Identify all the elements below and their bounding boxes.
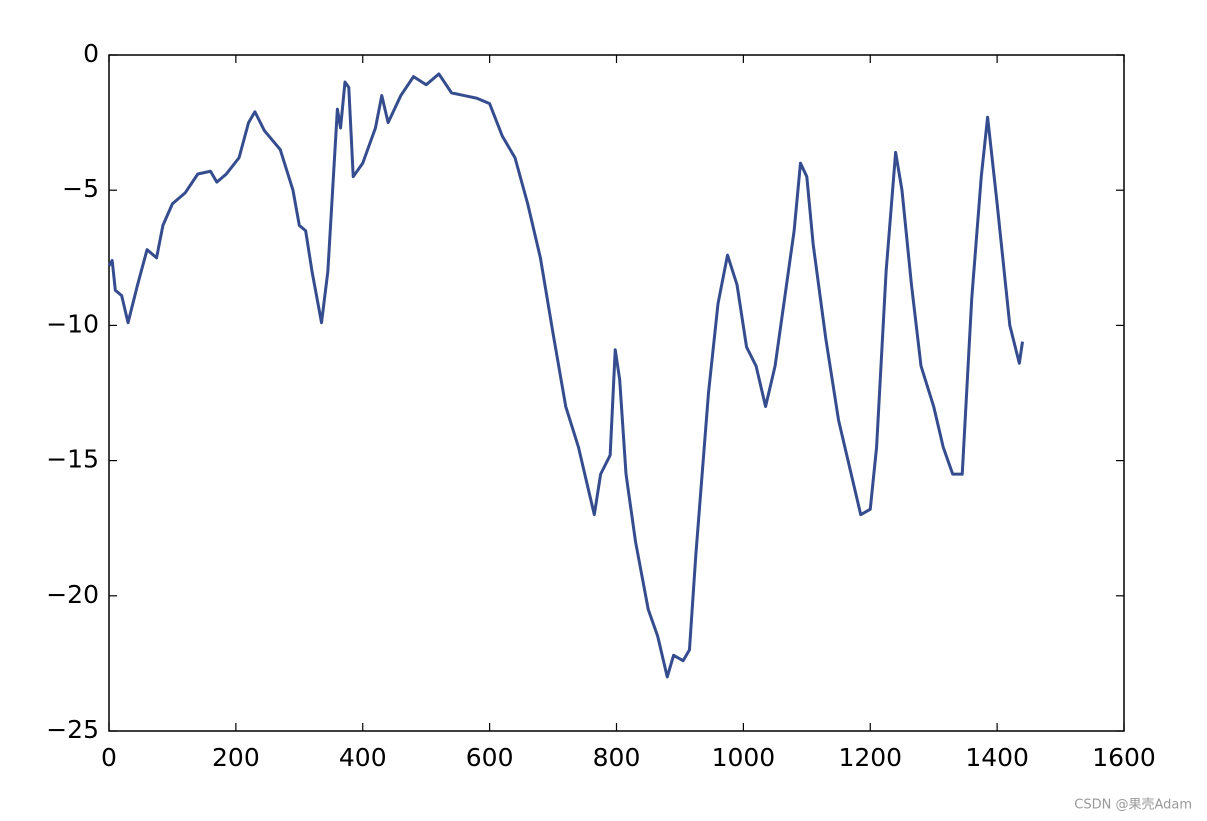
x-tick-label: 400 — [339, 743, 387, 772]
x-tick-label: 600 — [466, 743, 514, 772]
data-line — [107, 72, 1024, 679]
watermark: CSDN @果壳Adam — [1074, 798, 1192, 813]
y-tick-label: 0 — [83, 39, 99, 68]
x-tick-label: 200 — [212, 743, 260, 772]
y-tick-label: −15 — [46, 445, 99, 474]
y-tick-label: −20 — [46, 580, 99, 609]
y-tick-label: −10 — [46, 309, 99, 338]
x-tick-label: 800 — [593, 743, 641, 772]
x-tick-label: 1400 — [965, 743, 1029, 772]
plot-frame — [108, 54, 1125, 732]
x-tick-label: 1600 — [1092, 743, 1156, 772]
x-tick-label: 0 — [101, 743, 117, 772]
x-tick-label: 1200 — [838, 743, 902, 772]
y-tick-label: −5 — [62, 174, 99, 203]
x-tick-label: 1000 — [712, 743, 776, 772]
y-tick-label: −25 — [46, 715, 99, 744]
